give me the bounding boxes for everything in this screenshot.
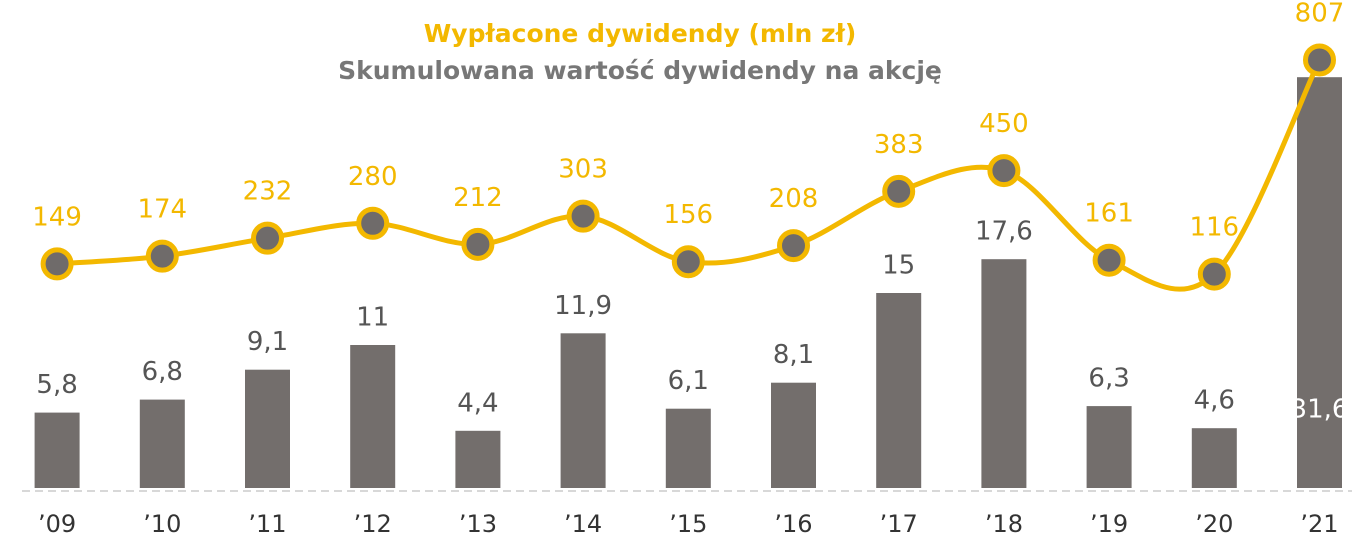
- line-marker: [145, 239, 179, 273]
- x-tick-label: ’12: [354, 510, 392, 538]
- bar-value-label: 5,8: [36, 370, 77, 400]
- bar: [245, 369, 290, 488]
- chart-title: Wypłacone dywidendy (mln zł): [424, 19, 857, 48]
- bar: [981, 259, 1027, 488]
- x-tick-label: ’10: [143, 510, 181, 538]
- bar-value-label: 6,1: [668, 366, 709, 396]
- bar: [139, 399, 185, 488]
- bar-value-label: 6,3: [1088, 364, 1129, 394]
- line-value-label: 212: [453, 183, 503, 213]
- line-value-label: 383: [874, 130, 924, 160]
- line-marker: [356, 206, 390, 240]
- x-tick-label: ’17: [880, 510, 918, 538]
- line-marker: [1303, 43, 1336, 77]
- line-marker: [1092, 243, 1126, 277]
- x-tick-label: ’14: [564, 510, 602, 538]
- bar: [34, 412, 80, 488]
- line-value-label: 303: [558, 155, 608, 185]
- x-tick-label: ’09: [38, 510, 76, 538]
- bar-value-label: 4,4: [457, 388, 498, 418]
- bar-value-label: 11,9: [554, 291, 612, 321]
- x-tick-label: ’21: [1300, 510, 1338, 538]
- line-value-label: 174: [137, 195, 187, 225]
- bar: [350, 345, 396, 488]
- bar-value-label: 31,6: [1291, 395, 1349, 425]
- x-tick-label: ’20: [1195, 510, 1233, 538]
- bar: [771, 382, 816, 488]
- bar: [1191, 428, 1237, 488]
- line-layer: 149 174 232 280 212 303 156 208 383 450 161 116 807: [32, 0, 1345, 292]
- bar-value-label: 9,1: [247, 327, 288, 357]
- bar: [665, 408, 711, 488]
- bar-value-label: 15: [882, 251, 915, 281]
- bar: [1086, 406, 1132, 488]
- line-value-label: 116: [1189, 213, 1239, 243]
- bar-value-label: 6,8: [142, 357, 183, 387]
- line-value-label: 161: [1084, 199, 1134, 229]
- line-value-label: 156: [663, 200, 713, 230]
- x-tick-label: ’15: [669, 510, 707, 538]
- line-value-label: 807: [1295, 0, 1345, 28]
- line-marker: [882, 174, 916, 208]
- line-marker: [671, 245, 705, 279]
- x-tick-label: ’13: [459, 510, 497, 538]
- bar-value-label: 8,1: [773, 340, 814, 370]
- line-value-label: 208: [769, 184, 819, 214]
- bar: [560, 333, 606, 488]
- x-tick-label: ’18: [985, 510, 1023, 538]
- x-tick-label: ’19: [1090, 510, 1128, 538]
- x-tick-label: ’11: [248, 510, 286, 538]
- line-value-label: 149: [32, 202, 82, 232]
- line-marker: [987, 154, 1021, 188]
- line-marker: [40, 247, 74, 281]
- x-tick-label: ’16: [774, 510, 812, 538]
- line-value-label: 232: [243, 177, 293, 207]
- bar-value-label: 4,6: [1194, 386, 1235, 416]
- bar: [455, 430, 501, 488]
- bar: [1297, 77, 1342, 488]
- bar: [876, 293, 922, 488]
- line-marker: [251, 221, 284, 255]
- chart-subtitle: Skumulowana wartość dywidendy na akcję: [338, 56, 942, 85]
- line-value-label: 450: [979, 109, 1029, 139]
- line-marker: [777, 229, 810, 263]
- bar-value-label: 11: [356, 303, 389, 333]
- line-marker: [461, 227, 495, 261]
- line-marker: [566, 199, 600, 233]
- bar-value-label: 17,6: [975, 217, 1033, 247]
- line-marker: [1197, 257, 1231, 291]
- bars: 5,8 6,8 9,1 11 4,4 11,9 6,1 8,1 15 17,6 6,3 4,6 31,6: [34, 77, 1349, 488]
- line-value-label: 280: [348, 162, 398, 192]
